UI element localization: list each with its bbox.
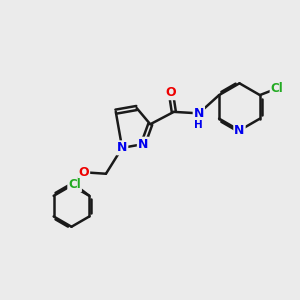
- Text: Cl: Cl: [68, 178, 81, 191]
- Text: N: N: [194, 107, 204, 120]
- Text: O: O: [79, 166, 89, 179]
- Text: Cl: Cl: [271, 82, 283, 95]
- Text: N: N: [138, 138, 148, 151]
- Text: O: O: [166, 86, 176, 99]
- Text: N: N: [117, 141, 127, 154]
- Text: N: N: [234, 124, 245, 137]
- Text: H: H: [194, 119, 203, 130]
